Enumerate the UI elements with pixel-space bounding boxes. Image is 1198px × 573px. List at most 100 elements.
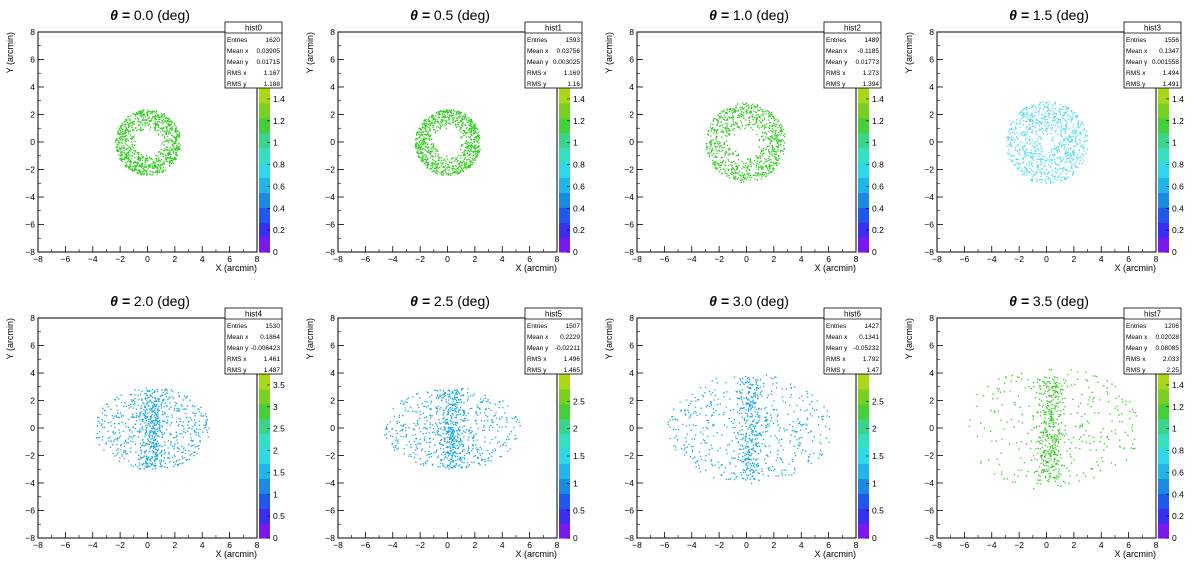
y-tick-label: 2 <box>30 110 35 120</box>
data-point <box>429 150 431 152</box>
data-point <box>157 169 159 171</box>
data-point <box>155 465 157 468</box>
data-point <box>471 127 473 129</box>
data-point <box>406 444 408 446</box>
data-point <box>149 441 151 443</box>
data-point <box>435 166 437 168</box>
data-point <box>440 121 443 124</box>
data-point <box>146 408 148 411</box>
data-point <box>469 150 471 152</box>
data-point <box>738 174 741 176</box>
data-point <box>458 171 460 173</box>
data-point <box>1023 107 1025 110</box>
data-point <box>95 437 98 439</box>
data-point <box>174 443 176 445</box>
data-point <box>456 432 459 434</box>
data-point <box>117 149 119 151</box>
colorbar-tick-label: 0 <box>273 533 278 543</box>
data-point <box>124 124 127 126</box>
data-point <box>105 443 107 445</box>
data-point <box>137 465 139 468</box>
data-point <box>455 114 457 116</box>
data-point <box>452 114 454 117</box>
data-point <box>728 174 730 176</box>
data-point <box>120 449 122 451</box>
data-point <box>196 452 198 455</box>
data-point <box>436 396 438 398</box>
data-point <box>1063 158 1065 161</box>
data-point <box>747 158 749 160</box>
data-point <box>150 463 152 465</box>
data-point <box>1009 152 1012 154</box>
data-point <box>439 442 441 444</box>
data-point <box>731 161 733 164</box>
data-point <box>415 138 417 140</box>
data-point <box>1007 145 1009 147</box>
x-tick-label: −6 <box>361 254 371 264</box>
data-point <box>758 116 760 119</box>
data-point <box>428 146 430 148</box>
data-point <box>123 133 125 135</box>
data-point <box>1075 117 1077 119</box>
data-point <box>149 165 151 167</box>
data-point <box>735 165 737 167</box>
data-point <box>725 151 727 153</box>
data-point <box>743 174 745 176</box>
data-point <box>727 159 729 161</box>
data-point <box>424 124 426 126</box>
data-point <box>150 420 152 422</box>
data-point <box>127 418 130 421</box>
data-point <box>119 158 121 160</box>
data-point <box>719 141 721 143</box>
x-tick-label: 4 <box>1099 254 1104 264</box>
data-point <box>143 117 145 119</box>
data-point <box>145 393 147 395</box>
data-point <box>472 161 474 164</box>
data-point <box>392 446 395 448</box>
data-point <box>1052 148 1054 150</box>
data-point <box>152 165 154 167</box>
data-point <box>715 129 717 131</box>
data-point <box>712 163 714 165</box>
data-point <box>421 151 423 154</box>
data-point <box>455 165 457 167</box>
data-point <box>195 421 197 424</box>
data-point <box>423 142 425 144</box>
data-point <box>118 142 120 144</box>
data-point <box>776 119 778 121</box>
data-point <box>424 149 426 151</box>
data-point <box>731 172 733 174</box>
data-point <box>1063 139 1065 141</box>
data-point <box>146 160 148 163</box>
data-point <box>1040 163 1043 165</box>
data-point <box>1064 156 1066 158</box>
data-point <box>135 451 137 453</box>
data-point <box>473 435 475 437</box>
data-point <box>110 440 112 442</box>
stats-value: 1593 <box>566 37 581 44</box>
data-point <box>775 129 777 132</box>
data-point <box>146 119 148 122</box>
data-point <box>455 405 457 407</box>
data-point <box>1064 152 1066 154</box>
data-point <box>741 178 744 180</box>
data-point <box>1063 178 1065 180</box>
data-point <box>1032 159 1035 161</box>
data-point <box>1053 103 1055 105</box>
data-point <box>166 149 168 151</box>
data-point <box>395 439 397 441</box>
data-point <box>1011 131 1013 134</box>
data-point <box>717 129 719 131</box>
data-point <box>1010 142 1012 144</box>
data-point <box>468 130 470 132</box>
data-point <box>139 428 141 431</box>
data-point <box>1033 111 1036 113</box>
data-point <box>771 140 773 143</box>
data-point <box>126 165 128 167</box>
data-point <box>733 110 735 113</box>
data-point <box>710 145 712 147</box>
data-point <box>732 172 735 174</box>
data-point <box>142 157 144 159</box>
data-point <box>121 133 124 135</box>
